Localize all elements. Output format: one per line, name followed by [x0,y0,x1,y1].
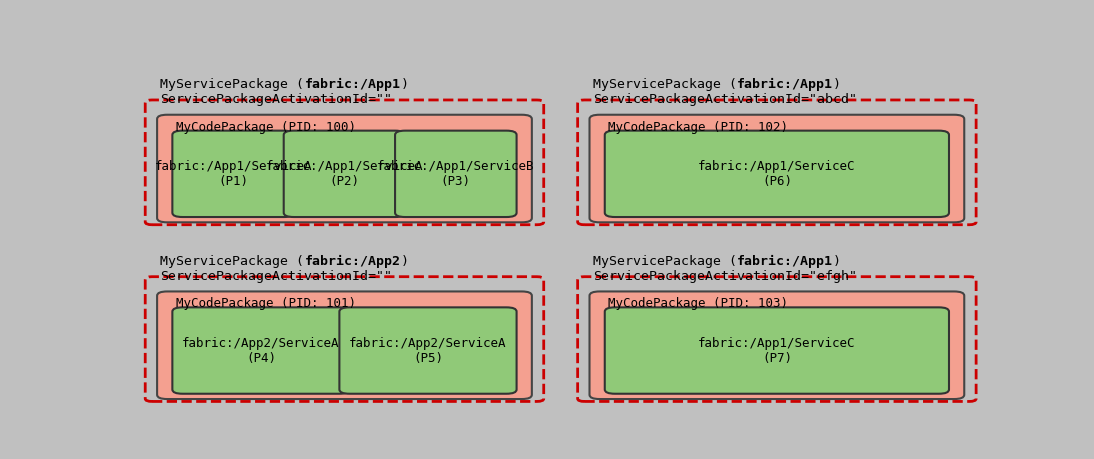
Text: fabric:/App1: fabric:/App1 [737,255,833,268]
FancyBboxPatch shape [395,131,516,217]
Text: MyServicePackage (: MyServicePackage ( [161,255,304,268]
Text: fabric:/App1: fabric:/App1 [737,78,833,91]
FancyBboxPatch shape [283,131,405,217]
Text: fabric:/App2/ServiceA
(P4): fabric:/App2/ServiceA (P4) [183,336,340,364]
Text: fabric:/App1: fabric:/App1 [304,78,400,91]
FancyBboxPatch shape [173,131,294,217]
FancyBboxPatch shape [158,115,532,222]
Text: MyCodePackage (PID: 101): MyCodePackage (PID: 101) [176,297,356,310]
Text: ): ) [833,255,841,268]
Text: fabric:/App1/ServiceC
(P6): fabric:/App1/ServiceC (P6) [698,160,856,188]
Text: fabric:/App1/ServiceB
(P3): fabric:/App1/ServiceB (P3) [377,160,535,188]
Text: MyCodePackage (PID: 102): MyCodePackage (PID: 102) [608,121,788,134]
Text: fabric:/App2: fabric:/App2 [304,255,400,268]
Text: MyCodePackage (PID: 100): MyCodePackage (PID: 100) [176,121,356,134]
Text: MyServicePackage (: MyServicePackage ( [161,78,304,91]
FancyBboxPatch shape [605,131,948,217]
Text: MyServicePackage (: MyServicePackage ( [593,255,737,268]
Text: ServicePackageActivationId="": ServicePackageActivationId="" [161,93,393,106]
Text: fabric:/App2/ServiceA
(P5): fabric:/App2/ServiceA (P5) [349,336,507,364]
Text: fabric:/App1/ServiceC
(P7): fabric:/App1/ServiceC (P7) [698,336,856,364]
FancyBboxPatch shape [605,308,948,394]
Text: fabric:/App1/ServiceA
(P1): fabric:/App1/ServiceA (P1) [154,160,312,188]
FancyBboxPatch shape [173,308,350,394]
FancyBboxPatch shape [339,308,516,394]
Text: ServicePackageActivationId="efgh": ServicePackageActivationId="efgh" [593,270,857,283]
FancyBboxPatch shape [590,291,964,399]
Text: ): ) [833,78,841,91]
Text: ): ) [400,255,408,268]
Text: fabric:/App1/ServiceA
(P2): fabric:/App1/ServiceA (P2) [266,160,423,188]
Text: MyServicePackage (: MyServicePackage ( [593,78,737,91]
FancyBboxPatch shape [590,115,964,222]
Text: ServicePackageActivationId="abcd": ServicePackageActivationId="abcd" [593,93,857,106]
FancyBboxPatch shape [158,291,532,399]
Text: MyCodePackage (PID: 103): MyCodePackage (PID: 103) [608,297,788,310]
Text: ServicePackageActivationId="": ServicePackageActivationId="" [161,270,393,283]
Text: ): ) [400,78,408,91]
